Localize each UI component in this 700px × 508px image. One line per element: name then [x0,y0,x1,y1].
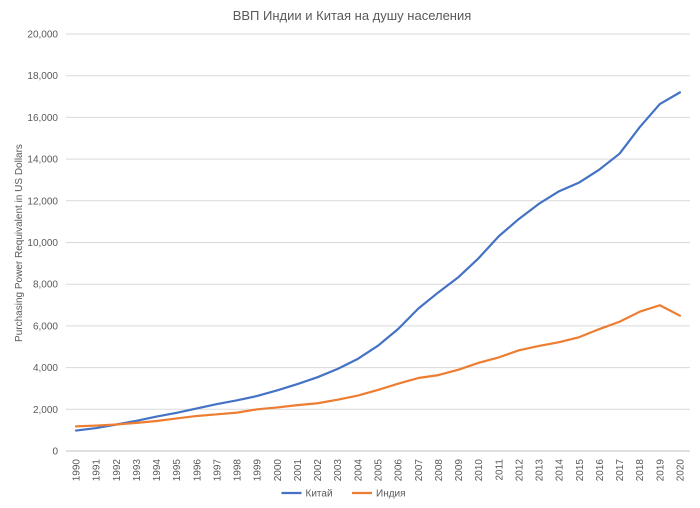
x-tick-label: 1994 [152,459,163,482]
x-tick-label: 2007 [414,459,425,482]
x-tick-label: 2003 [333,459,344,482]
x-tick-label: 2002 [313,459,324,482]
y-tick-label: 0 [52,447,58,458]
x-tick-label: 1996 [192,459,203,482]
x-tick-label: 1990 [72,459,83,482]
x-tick-label: 2005 [374,459,385,482]
x-tick-label: 2016 [595,459,606,482]
y-tick-label: 6,000 [33,321,58,332]
x-tick-label: 2001 [293,459,304,482]
x-tick-label: 2019 [655,459,666,482]
x-tick-label: 2015 [575,459,586,482]
x-tick-label: 2012 [514,459,525,482]
x-tick-label: 2013 [535,459,546,482]
y-tick-label: 16,000 [27,113,58,124]
x-tick-label: 2014 [555,459,566,482]
y-tick-label: 14,000 [27,155,58,166]
y-tick-label: 10,000 [27,238,58,249]
x-tick-label: 2009 [454,459,465,482]
x-tick-label: 1997 [212,459,223,482]
x-tick-label: 1992 [112,459,123,482]
x-tick-label: 2017 [615,459,626,482]
x-tick-label: 1991 [92,459,103,482]
x-tick-label: 1993 [132,459,143,482]
x-tick-label: 1995 [172,459,183,482]
x-tick-label: 2010 [474,459,485,482]
y-tick-label: 2,000 [33,405,58,416]
y-tick-label: 4,000 [33,363,58,374]
x-tick-label: 2020 [675,459,686,482]
y-tick-label: 8,000 [33,280,58,291]
y-axis-label: Purchasing Power Requivalent in US Dolla… [14,144,25,342]
legend-label-1: Китай [306,489,333,500]
y-tick-label: 20,000 [27,30,58,41]
series-line-1 [74,91,682,432]
x-tick-label: 1998 [233,459,244,482]
x-tick-label: 2000 [273,459,284,482]
gridlines [66,33,690,452]
x-axis-ticks: 1990 1991 1992 1993 1994 1995 1996 1997 1998 1999… [72,459,687,482]
legend: Китай Индия [281,489,406,500]
x-tick-label: 2008 [434,459,445,482]
y-axis-ticks: 0 2,000 4,000 6,000 8,000 10,000 12,000 14,000 1… [27,30,58,458]
x-tick-label: 2018 [635,459,646,482]
series-line-2 [74,304,682,428]
y-tick-label: 12,000 [27,196,58,207]
chart-title: ВВП Индии и Китая на душу населения [233,8,472,23]
x-tick-label: 2006 [394,459,405,482]
x-tick-label: 2011 [494,459,505,481]
x-tick-label: 2004 [353,459,364,482]
y-tick-label: 18,000 [27,71,58,82]
legend-label-2: Индия [376,489,406,500]
x-tick-label: 1999 [253,459,264,482]
series-lines [74,91,682,432]
